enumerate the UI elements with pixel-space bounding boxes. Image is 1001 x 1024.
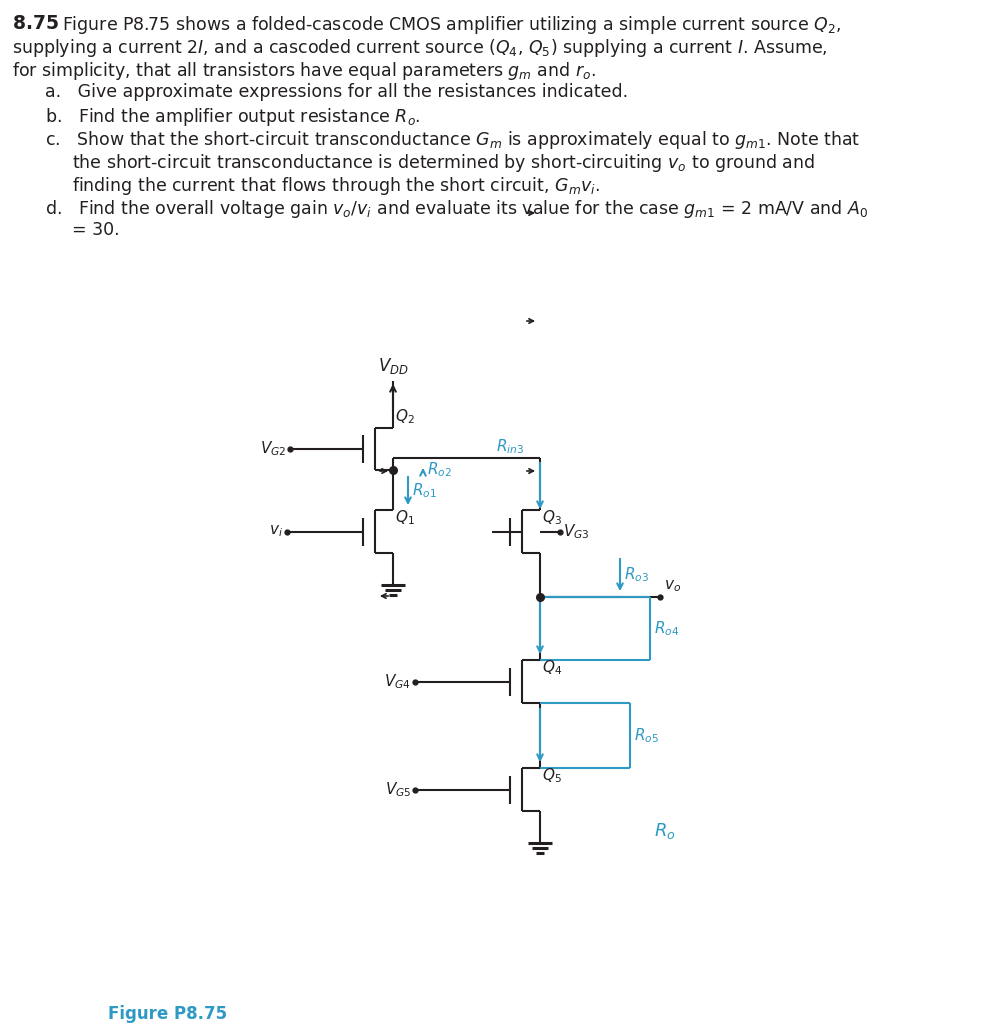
Text: $\mathbf{8.75}$: $\mathbf{8.75}$: [12, 14, 59, 33]
Text: a.   Give approximate expressions for all the resistances indicated.: a. Give approximate expressions for all …: [45, 83, 628, 101]
Text: $V_{G4}$: $V_{G4}$: [384, 672, 411, 691]
Text: $Q_2$: $Q_2$: [395, 408, 414, 426]
Text: $R_o$: $R_o$: [654, 821, 676, 841]
Text: $R_{o1}$: $R_{o1}$: [412, 481, 436, 501]
Text: $Q_5$: $Q_5$: [542, 767, 562, 785]
Text: $Q_3$: $Q_3$: [542, 509, 562, 527]
Text: for simplicity, that all transistors have equal parameters $g_m$ and $r_o$.: for simplicity, that all transistors hav…: [12, 60, 596, 82]
Text: $v_i$: $v_i$: [269, 523, 283, 540]
Text: = 30.: = 30.: [72, 221, 120, 239]
Text: $R_{o5}$: $R_{o5}$: [634, 726, 659, 744]
Text: $V_{G5}$: $V_{G5}$: [384, 780, 411, 799]
Text: the short-circuit transconductance is determined by short-circuiting $v_o$ to gr: the short-circuit transconductance is de…: [72, 152, 815, 174]
Text: Figure P8.75 shows a folded-cascode CMOS amplifier utilizing a simple current so: Figure P8.75 shows a folded-cascode CMOS…: [62, 14, 842, 36]
Text: $V_{G3}$: $V_{G3}$: [563, 522, 590, 541]
Text: $R_{o4}$: $R_{o4}$: [654, 620, 680, 638]
Text: Figure P8.75: Figure P8.75: [108, 1005, 227, 1023]
Text: $Q_1$: $Q_1$: [395, 509, 414, 527]
Text: $v_o$: $v_o$: [664, 579, 681, 594]
Text: $R_{in3}$: $R_{in3}$: [496, 437, 525, 456]
Text: $Q_4$: $Q_4$: [542, 658, 563, 677]
Text: finding the current that flows through the short circuit, $G_m v_i$.: finding the current that flows through t…: [72, 175, 601, 197]
Text: b.   Find the amplifier output resistance $R_o$.: b. Find the amplifier output resistance …: [45, 106, 420, 128]
Text: $R_{o2}$: $R_{o2}$: [427, 461, 451, 479]
Text: supplying a current $2I$, and a cascoded current source ($Q_4$, $Q_5$) supplying: supplying a current $2I$, and a cascoded…: [12, 37, 828, 59]
Text: d.   Find the overall voltage gain $v_o$/$v_i$ and evaluate its value for the ca: d. Find the overall voltage gain $v_o$/$…: [45, 198, 868, 220]
Text: $V_{DD}$: $V_{DD}$: [377, 356, 408, 376]
Text: c.   Show that the short-circuit transconductance $G_m$ is approximately equal t: c. Show that the short-circuit transcond…: [45, 129, 860, 151]
Text: $R_{o3}$: $R_{o3}$: [624, 565, 649, 585]
Text: $V_{G2}$: $V_{G2}$: [259, 439, 286, 459]
